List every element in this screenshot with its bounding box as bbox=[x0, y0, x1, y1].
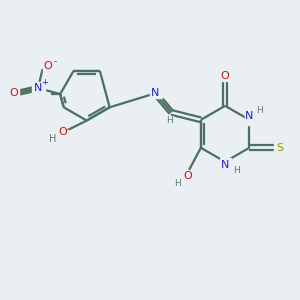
Text: H: H bbox=[49, 134, 56, 144]
Text: N: N bbox=[245, 111, 254, 121]
Text: N: N bbox=[151, 88, 159, 98]
Text: H: H bbox=[167, 116, 173, 125]
Text: O: O bbox=[221, 70, 230, 80]
Text: O: O bbox=[9, 88, 18, 98]
Bar bbox=[150, 87, 162, 98]
Text: H: H bbox=[233, 166, 240, 175]
Text: O: O bbox=[59, 127, 68, 137]
Text: H: H bbox=[174, 178, 181, 188]
Text: O: O bbox=[44, 61, 52, 71]
Bar bbox=[43, 61, 54, 72]
Bar bbox=[244, 114, 255, 124]
Bar bbox=[56, 130, 68, 141]
Text: N: N bbox=[34, 83, 42, 93]
Text: H: H bbox=[256, 106, 263, 116]
Text: +: + bbox=[41, 78, 48, 87]
Bar bbox=[220, 158, 231, 169]
Bar bbox=[180, 172, 192, 182]
Text: S: S bbox=[276, 143, 283, 153]
Text: -: - bbox=[53, 57, 56, 66]
Bar bbox=[220, 70, 230, 81]
Bar bbox=[164, 116, 173, 125]
Bar bbox=[7, 88, 19, 98]
Bar bbox=[274, 142, 285, 153]
Text: O: O bbox=[183, 171, 192, 181]
Text: N: N bbox=[221, 160, 229, 170]
Bar bbox=[32, 82, 45, 94]
